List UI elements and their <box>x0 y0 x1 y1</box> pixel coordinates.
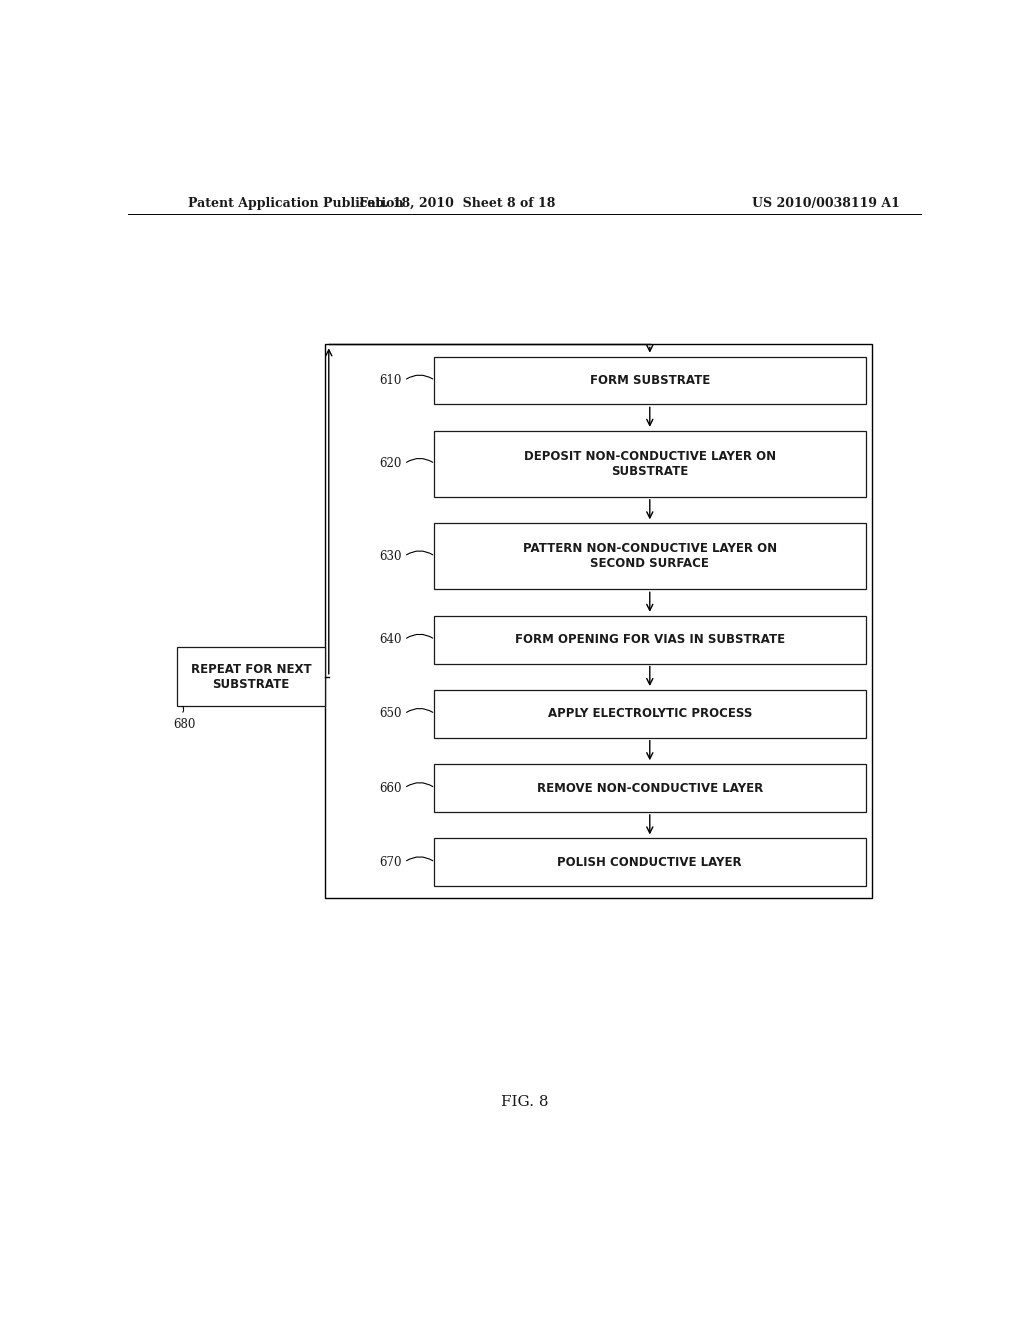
FancyArrowPatch shape <box>407 458 433 462</box>
Bar <box>433 764 866 812</box>
Text: 670: 670 <box>379 855 401 869</box>
Bar <box>433 430 866 496</box>
Bar <box>177 647 325 706</box>
Bar <box>433 615 866 664</box>
Text: REMOVE NON-CONDUCTIVE LAYER: REMOVE NON-CONDUCTIVE LAYER <box>537 781 763 795</box>
Text: 640: 640 <box>379 634 401 647</box>
Bar <box>433 356 866 404</box>
Bar <box>433 690 866 738</box>
FancyArrowPatch shape <box>407 634 433 638</box>
Text: Feb. 18, 2010  Sheet 8 of 18: Feb. 18, 2010 Sheet 8 of 18 <box>359 197 556 210</box>
Bar <box>433 523 866 589</box>
Text: US 2010/0038119 A1: US 2010/0038119 A1 <box>753 197 900 210</box>
Text: Patent Application Publication: Patent Application Publication <box>187 197 403 210</box>
FancyArrowPatch shape <box>407 375 433 379</box>
Text: 650: 650 <box>379 708 401 721</box>
Text: PATTERN NON-CONDUCTIVE LAYER ON
SECOND SURFACE: PATTERN NON-CONDUCTIVE LAYER ON SECOND S… <box>522 543 777 570</box>
Text: 630: 630 <box>379 550 401 562</box>
FancyArrowPatch shape <box>407 550 433 554</box>
Text: 680: 680 <box>173 718 196 731</box>
Text: 660: 660 <box>379 781 401 795</box>
Text: DEPOSIT NON-CONDUCTIVE LAYER ON
SUBSTRATE: DEPOSIT NON-CONDUCTIVE LAYER ON SUBSTRAT… <box>523 450 776 478</box>
Text: FORM OPENING FOR VIAS IN SUBSTRATE: FORM OPENING FOR VIAS IN SUBSTRATE <box>515 634 784 647</box>
Bar <box>433 838 866 886</box>
Text: FORM SUBSTRATE: FORM SUBSTRATE <box>590 374 710 387</box>
FancyArrowPatch shape <box>407 783 433 787</box>
Text: REPEAT FOR NEXT
SUBSTRATE: REPEAT FOR NEXT SUBSTRATE <box>190 663 311 690</box>
Text: POLISH CONDUCTIVE LAYER: POLISH CONDUCTIVE LAYER <box>557 855 742 869</box>
FancyArrowPatch shape <box>407 709 433 713</box>
Bar <box>325 345 872 899</box>
Text: 620: 620 <box>380 457 401 470</box>
Text: FIG. 8: FIG. 8 <box>501 1094 549 1109</box>
Text: APPLY ELECTROLYTIC PROCESS: APPLY ELECTROLYTIC PROCESS <box>548 708 752 721</box>
Text: 610: 610 <box>380 374 401 387</box>
FancyArrowPatch shape <box>407 857 433 861</box>
